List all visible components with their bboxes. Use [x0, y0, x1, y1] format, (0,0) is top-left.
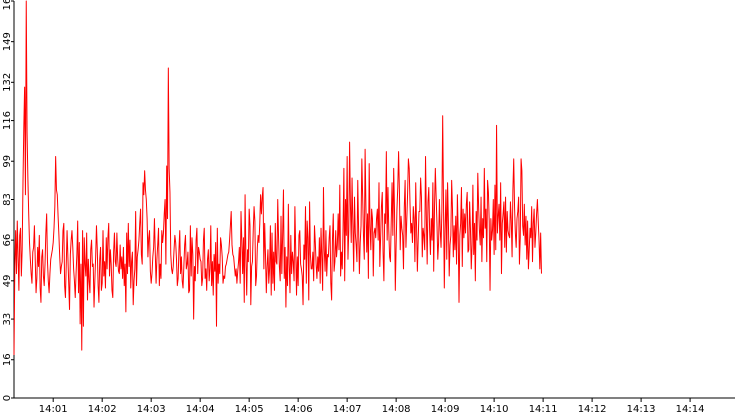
x-tick-label: 14:05 — [235, 404, 264, 415]
x-tick-label: 14:11 — [529, 404, 558, 415]
y-tick-label: 16 — [2, 353, 13, 366]
x-tick-label: 14:01 — [39, 404, 68, 415]
x-tick-label: 14:02 — [88, 404, 117, 415]
y-tick-label: 149 — [2, 32, 13, 51]
series-line — [13, 0, 542, 355]
y-tick-label: 33 — [2, 313, 13, 326]
y-tick-label: 83 — [2, 193, 13, 206]
x-tick-label: 14:07 — [333, 404, 362, 415]
x-axis: 14:01 14:02 14:03 14:04 14:05 14:06 14:07 14:08… — [14, 397, 735, 415]
y-tick-label: 0 — [2, 395, 13, 401]
x-tick-label: 14:10 — [480, 404, 509, 415]
x-tick-label: 14:03 — [137, 404, 166, 415]
x-tick-label: 14:13 — [627, 404, 656, 415]
x-tick-label: 14:06 — [284, 404, 313, 415]
y-tick-label: 66 — [2, 234, 13, 247]
y-tick-label: 99 — [2, 155, 13, 168]
y-tick-label: 132 — [2, 73, 13, 92]
y-axis: 0 16 33 49 66 83 99 116 132 149 166 — [2, 0, 15, 401]
y-tick-label: 49 — [2, 274, 13, 287]
x-tick-label: 14:09 — [431, 404, 460, 415]
y-tick-label: 166 — [2, 0, 13, 11]
x-tick-label: 14:14 — [676, 404, 705, 415]
series-group — [13, 0, 542, 355]
y-tick-label: 116 — [2, 111, 13, 130]
x-tick-label: 14:08 — [382, 404, 411, 415]
x-tick-label: 14:04 — [186, 404, 215, 415]
x-tick-label: 14:12 — [578, 404, 607, 415]
